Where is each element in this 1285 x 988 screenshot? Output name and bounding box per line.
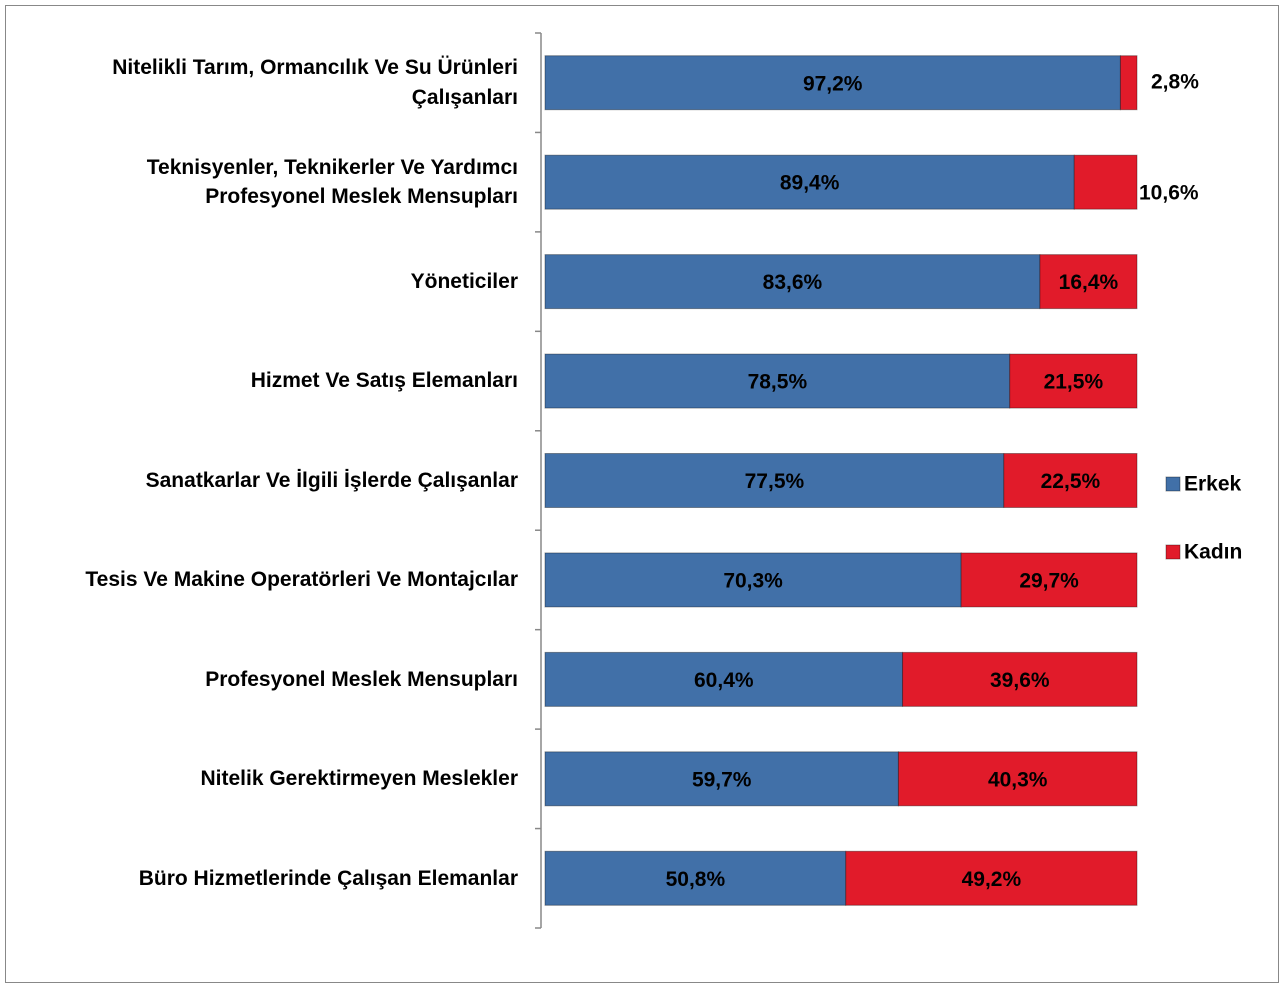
bar-segment — [544, 353, 1011, 409]
bar-segment — [544, 751, 899, 807]
category-label: Sanatkarlar Ve İlgili İşlerde Çalışanlar — [145, 468, 518, 492]
category-label: Nitelik Gerektirmeyen Meslekler — [200, 767, 518, 791]
bar-segment — [845, 850, 1138, 906]
bar-segment — [544, 55, 1121, 111]
data-label: 40,3% — [988, 768, 1048, 791]
bar-segment — [544, 154, 1075, 210]
data-label: 21,5% — [1044, 371, 1104, 394]
bar-segment — [897, 751, 1138, 807]
data-label: 70,3% — [723, 569, 783, 592]
legend-swatch — [1165, 476, 1181, 492]
data-label: 39,6% — [990, 669, 1050, 692]
data-label: 2,8% — [1151, 70, 1199, 93]
legend-label: Erkek — [1184, 473, 1242, 496]
data-label: 97,2% — [803, 72, 863, 95]
data-label: 10,6% — [1139, 182, 1199, 205]
bar-segment — [544, 552, 962, 608]
data-label: 50,8% — [666, 868, 726, 891]
bar-segment — [1119, 55, 1138, 111]
data-label: 60,4% — [694, 669, 754, 692]
data-label: 77,5% — [745, 470, 805, 493]
data-label: 78,5% — [748, 371, 808, 394]
bar-segment — [902, 651, 1138, 707]
bar-segment — [1009, 353, 1138, 409]
category-label: Nitelikli Tarım, Ormancılık Ve Su Ürünle… — [112, 56, 518, 109]
category-label: Yöneticiler — [410, 269, 518, 293]
bar-segment — [544, 850, 847, 906]
category-label: Tesis Ve Makine Operatörleri Ve Montajcı… — [85, 568, 518, 592]
data-label: 16,4% — [1059, 271, 1119, 294]
bar-segment — [1073, 154, 1138, 210]
legend-swatch — [1165, 544, 1181, 560]
data-label: 59,7% — [692, 768, 752, 791]
data-label: 29,7% — [1019, 569, 1079, 592]
bar-segment — [544, 453, 1005, 508]
bar-segment — [1003, 453, 1138, 508]
bar-segment — [1039, 254, 1138, 310]
category-label: Hizmet Ve Satış Elemanları — [250, 369, 518, 393]
data-label: 83,6% — [763, 271, 823, 294]
category-label: Büro Hizmetlerinde Çalışan Elemanlar — [138, 866, 518, 890]
data-label: 89,4% — [780, 172, 840, 195]
category-label: Profesyonel Meslek Mensupları — [205, 667, 518, 691]
data-label: 49,2% — [962, 868, 1022, 891]
bar-segment — [544, 651, 904, 707]
bar-segment — [544, 254, 1041, 310]
category-label: Teknisyenler, Teknikerler Ve Yardımcı Pr… — [146, 155, 518, 209]
legend-label: Kadın — [1184, 541, 1242, 564]
data-label: 22,5% — [1041, 470, 1101, 493]
bar-segment — [960, 552, 1138, 608]
